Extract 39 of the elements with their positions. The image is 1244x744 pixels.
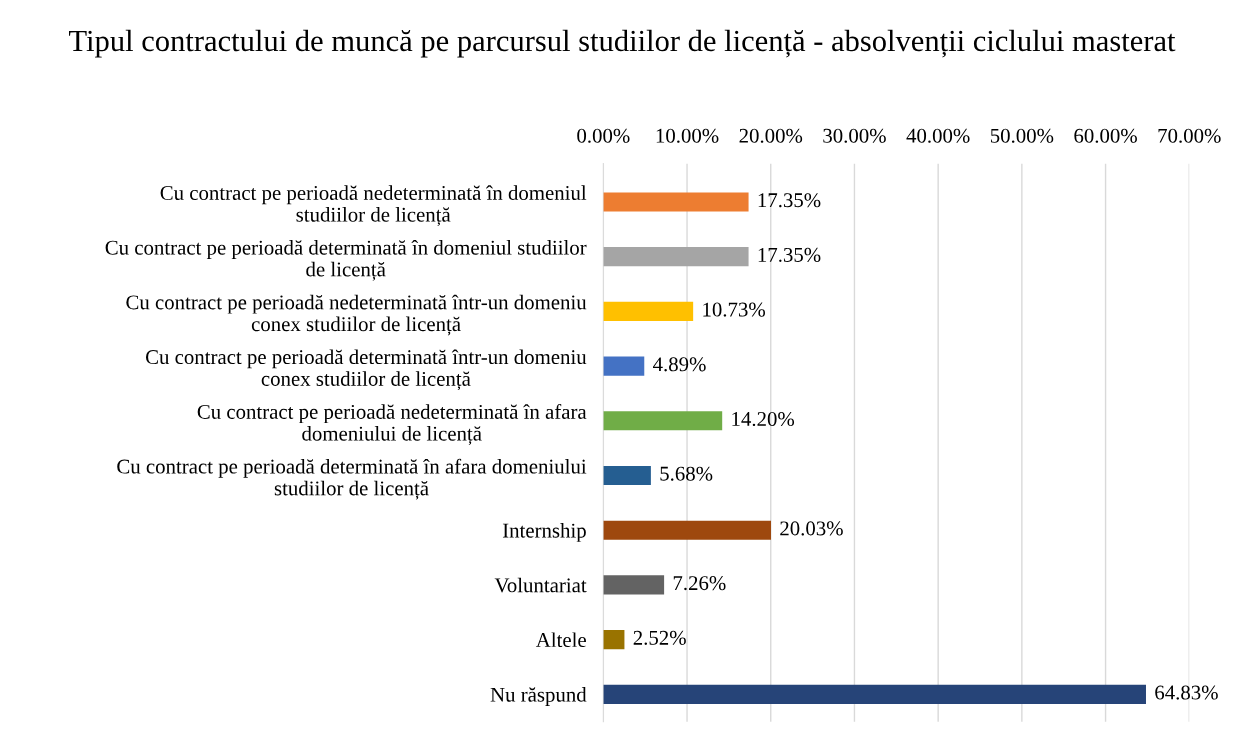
bar xyxy=(603,411,723,431)
bar xyxy=(603,247,749,267)
data-label: 20.03% xyxy=(780,521,843,536)
x-tick-label: 50.00% xyxy=(990,128,1054,143)
data-label: 5.68% xyxy=(660,466,713,481)
x-tick-label: 10.00% xyxy=(656,128,719,143)
bar xyxy=(603,520,771,540)
data-label: 17.35% xyxy=(758,247,821,262)
data-label: 17.35% xyxy=(758,193,821,208)
x-tick-label: 40.00% xyxy=(906,128,970,143)
x-tick-label: 0.00% xyxy=(577,128,630,143)
chart-title: Tipul contractului de muncă pe parcursul studiilor de licență - absolvenții ciclului masterat xyxy=(69,29,1176,58)
data-label: 2.52% xyxy=(633,630,686,645)
data-label: 7.26% xyxy=(673,576,726,591)
x-tick-label: 30.00% xyxy=(823,128,886,143)
y-tick-label: Cu contract pe perioadă determinată în afara domeniului studiilor de licență xyxy=(117,458,587,500)
bar xyxy=(603,575,665,595)
bar xyxy=(603,684,1146,704)
x-tick-label: 60.00% xyxy=(1074,128,1137,143)
data-label: 10.73% xyxy=(703,302,766,317)
y-tick-label: Cu contract pe perioadă nedeterminată în domeniul studiilor de licență xyxy=(160,185,587,226)
y-tick-label: Voluntariat xyxy=(494,577,587,593)
y-tick-label: Cu contract pe perioadă nedeterminată în afara domeniului de licență xyxy=(197,404,587,445)
y-tick-label: Nu răspund xyxy=(490,687,587,706)
y-tick-label: Cu contract pe perioadă determinată în domeniul studiilor de licență xyxy=(105,239,587,281)
bar xyxy=(603,301,694,321)
x-tick-label: 20.00% xyxy=(739,128,803,143)
data-label: 4.89% xyxy=(653,357,706,372)
y-tick-label: Internship xyxy=(502,522,586,542)
bar xyxy=(603,356,645,376)
data-label: 14.20% xyxy=(732,411,795,427)
bar xyxy=(603,192,749,212)
y-tick-label: Cu contract pe perioadă determinată într-un domeniu conex studiilor de licență xyxy=(145,349,587,391)
bar xyxy=(603,465,651,486)
data-label: 64.83% xyxy=(1155,685,1218,700)
bar xyxy=(603,630,625,650)
y-tick-label: Altele xyxy=(535,632,586,648)
y-tick-label: Cu contract pe perioadă nedeterminată într-un domeniu conex studiilor de licență xyxy=(126,294,587,336)
x-tick-label: 70.00% xyxy=(1158,128,1221,143)
